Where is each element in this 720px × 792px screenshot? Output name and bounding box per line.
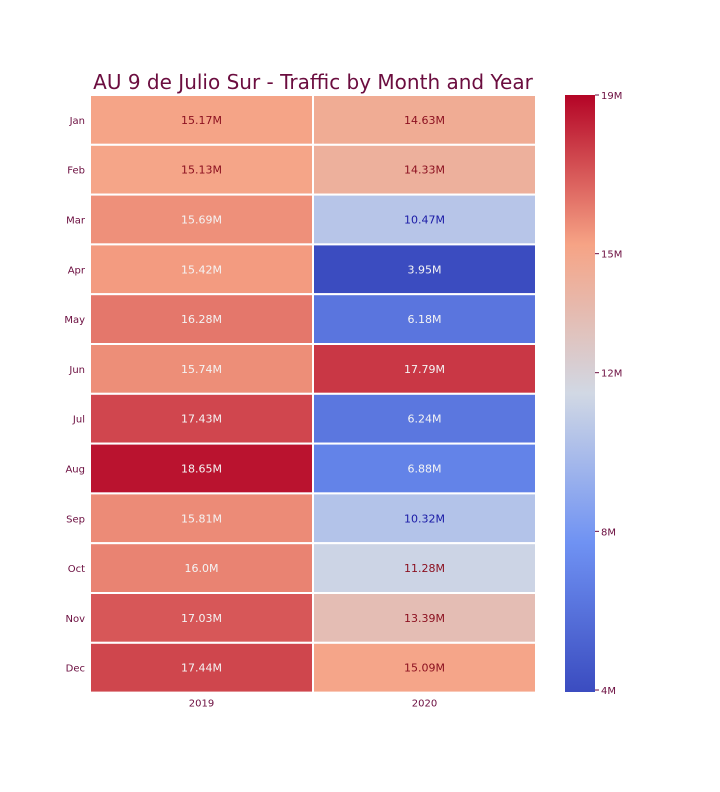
cell-value-label: 15.09M bbox=[404, 662, 445, 675]
cell-value-label: 16.28M bbox=[181, 313, 222, 326]
colorbar-tick-label: 8M bbox=[601, 527, 616, 538]
colorbar-tick-label: 4M bbox=[601, 686, 616, 697]
heatmap-cell-oct-2019 bbox=[89, 542, 314, 595]
heatmap-cell-oct-2020 bbox=[312, 542, 537, 595]
colorbar: 19M 15M 12M 8M 4M bbox=[565, 91, 622, 697]
row-label-jun: Jun bbox=[68, 365, 85, 376]
column-tick-labels: 2019 2020 bbox=[189, 699, 437, 710]
colorbar-gradient bbox=[565, 95, 595, 692]
cell-value-label: 17.79M bbox=[404, 363, 445, 376]
heatmap-cell-aug-2019 bbox=[89, 442, 314, 495]
chart-title: AU 9 de Julio Sur - Traffic by Month and… bbox=[93, 70, 533, 94]
row-label-dec: Dec bbox=[66, 664, 85, 675]
heatmap-cell-jan-2020 bbox=[312, 94, 537, 146]
column-label-2019: 2019 bbox=[189, 699, 214, 710]
colorbar-tick-label: 12M bbox=[601, 369, 622, 380]
heatmap-cell-jul-2019 bbox=[89, 392, 314, 445]
cell-value-label: 13.39M bbox=[404, 612, 445, 625]
row-label-sep: Sep bbox=[66, 514, 85, 525]
cell-value-label: 6.88M bbox=[408, 463, 442, 476]
row-label-aug: Aug bbox=[65, 465, 85, 476]
cell-value-label: 15.74M bbox=[181, 363, 222, 376]
heatmap-cell-aug-2020 bbox=[312, 442, 537, 495]
cell-value-label: 6.18M bbox=[408, 313, 442, 326]
heatmap-cells: 15.17M 14.63M 15.13M 14.33M 15.69M 10.47M 15.4… bbox=[89, 94, 537, 694]
cell-value-label: 15.42M bbox=[181, 263, 222, 276]
row-label-oct: Oct bbox=[68, 564, 85, 575]
heatmap-cell-sep-2020 bbox=[312, 492, 537, 545]
row-label-mar: Mar bbox=[66, 216, 86, 227]
row-label-nov: Nov bbox=[65, 614, 85, 625]
heatmap-cell-sep-2019 bbox=[89, 492, 314, 545]
cell-value-label: 14.63M bbox=[404, 114, 445, 127]
cell-value-label: 10.47M bbox=[404, 214, 445, 227]
row-label-may: May bbox=[64, 315, 85, 326]
heatmap-cell-nov-2019 bbox=[89, 592, 314, 644]
cell-value-label: 17.43M bbox=[181, 413, 222, 426]
cell-value-label: 15.17M bbox=[181, 114, 222, 127]
colorbar-tick-label: 15M bbox=[601, 250, 622, 261]
cell-value-label: 18.65M bbox=[181, 463, 222, 476]
row-label-feb: Feb bbox=[67, 166, 85, 177]
cell-value-label: 15.81M bbox=[181, 512, 222, 525]
cell-value-label: 17.44M bbox=[181, 662, 222, 675]
column-label-2020: 2020 bbox=[412, 699, 437, 710]
heatmap-cell-nov-2020 bbox=[312, 592, 537, 644]
cell-value-label: 11.28M bbox=[404, 562, 445, 575]
row-label-jan: Jan bbox=[69, 116, 85, 127]
cell-value-label: 10.32M bbox=[404, 512, 445, 525]
heatmap-cell-feb-2019 bbox=[89, 143, 314, 196]
row-label-apr: Apr bbox=[68, 265, 86, 276]
heatmap-cell-jul-2020 bbox=[312, 392, 537, 445]
heatmap-cell-jun-2020 bbox=[312, 343, 537, 395]
cell-value-label: 15.13M bbox=[181, 164, 222, 177]
row-label-jul: Jul bbox=[72, 415, 85, 426]
heatmap-cell-may-2020 bbox=[312, 293, 537, 346]
cell-value-label: 17.03M bbox=[181, 612, 222, 625]
cell-value-label: 14.33M bbox=[404, 164, 445, 177]
row-tick-labels: Jan Feb Mar Apr May Jun Jul Aug Sep Oct Nov Dec bbox=[64, 116, 86, 675]
heatmap-cell-dec-2020 bbox=[312, 641, 537, 694]
cell-value-label: 3.95M bbox=[408, 263, 442, 276]
heatmap-cell-jan-2019 bbox=[89, 94, 314, 146]
cell-value-label: 15.69M bbox=[181, 214, 222, 227]
cell-value-label: 16.0M bbox=[185, 562, 219, 575]
heatmap-cell-apr-2020 bbox=[312, 243, 537, 296]
cell-value-label: 6.24M bbox=[408, 413, 442, 426]
heatmap-cell-dec-2019 bbox=[89, 641, 314, 694]
colorbar-tick-label: 19M bbox=[601, 91, 622, 102]
heatmap-cell-may-2019 bbox=[89, 293, 314, 346]
